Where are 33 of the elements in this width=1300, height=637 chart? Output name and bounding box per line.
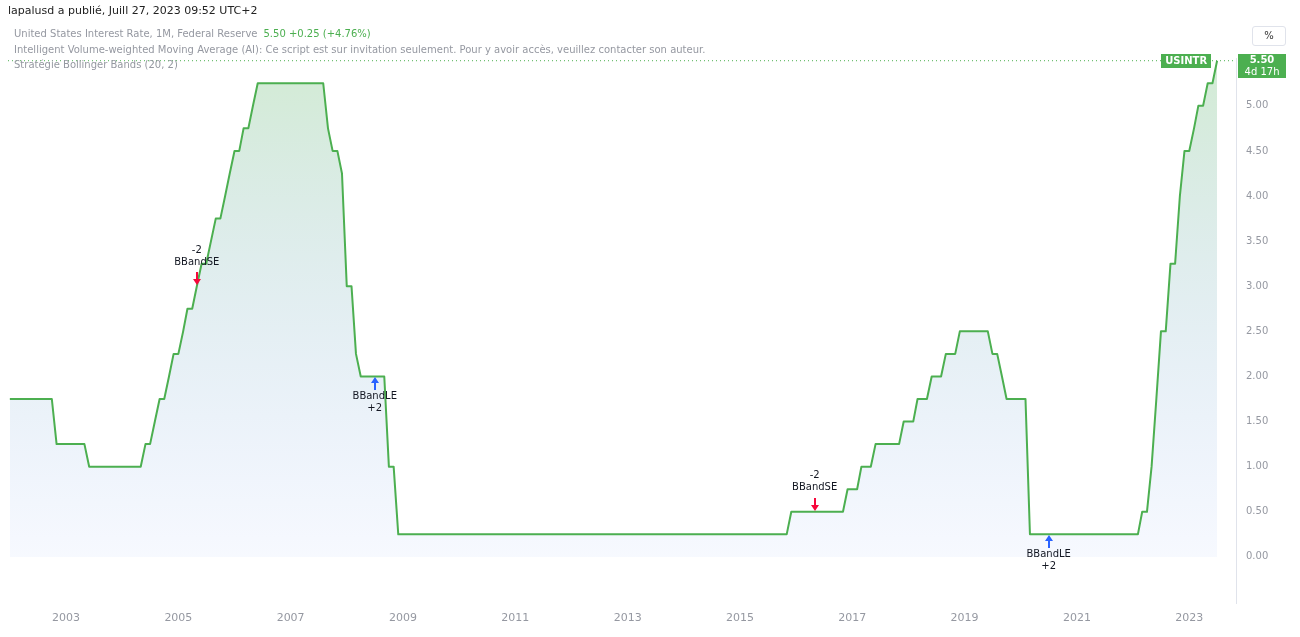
y-tick-label: 0.50 xyxy=(1246,505,1269,517)
x-tick-label: 2011 xyxy=(501,611,530,625)
y-tick-label: 4.50 xyxy=(1246,144,1269,156)
annotation: Stratégie Bollinger Bands (20, 2) xyxy=(14,58,179,72)
ref-line-label: USINTR xyxy=(1161,53,1212,68)
y-tick-label: 4.00 xyxy=(1246,189,1269,201)
y-tick-label: 5.00 xyxy=(1246,99,1269,111)
y-tick-label: 0.00 xyxy=(1246,550,1269,562)
y-tick-label: 2.50 xyxy=(1246,324,1269,336)
y-tick-label: 2.00 xyxy=(1246,370,1269,382)
x-tick-label: 2007 xyxy=(276,611,305,625)
text: % xyxy=(1252,26,1286,46)
x-tick-label: 2013 xyxy=(613,611,642,625)
x-tick-label: 2005 xyxy=(164,611,193,625)
x-tick-label: 2021 xyxy=(1063,611,1091,625)
text: 5.50 xyxy=(1248,53,1276,66)
text: 5.50 +0.25 (+4.76%) xyxy=(263,28,371,39)
annotation: BBandLE +2 xyxy=(1026,547,1071,571)
y-tick-label: 1.00 xyxy=(1246,460,1269,472)
x-tick-label: 2003 xyxy=(51,611,80,625)
chart-title: United States Interest Rate, 1M, Federal Reserve xyxy=(14,28,258,39)
x-tick-label: 2023 xyxy=(1175,611,1204,625)
y-tick-label: 1.50 xyxy=(1246,415,1269,427)
text: 4d 17h xyxy=(1243,65,1281,78)
x-tick-label: 2009 xyxy=(389,611,418,625)
y-tick-label: 3.00 xyxy=(1246,279,1269,291)
chart-subtitle: lapalusd a publié, Juill 27, 2023 09:52 UTC+2 xyxy=(8,4,258,17)
x-tick-label: 2017 xyxy=(838,611,867,625)
text: Intelligent Volume-weighted Moving Average (AI): Ce script est sur invitation seulement. Pour y avoir accès, veuillez contacter son auteur. xyxy=(14,42,706,57)
x-tick-label: 2015 xyxy=(725,611,754,625)
y-tick-label: 3.50 xyxy=(1246,234,1269,246)
x-tick-label: 2019 xyxy=(950,611,979,625)
annotation: -2 BBandSE xyxy=(792,469,838,493)
